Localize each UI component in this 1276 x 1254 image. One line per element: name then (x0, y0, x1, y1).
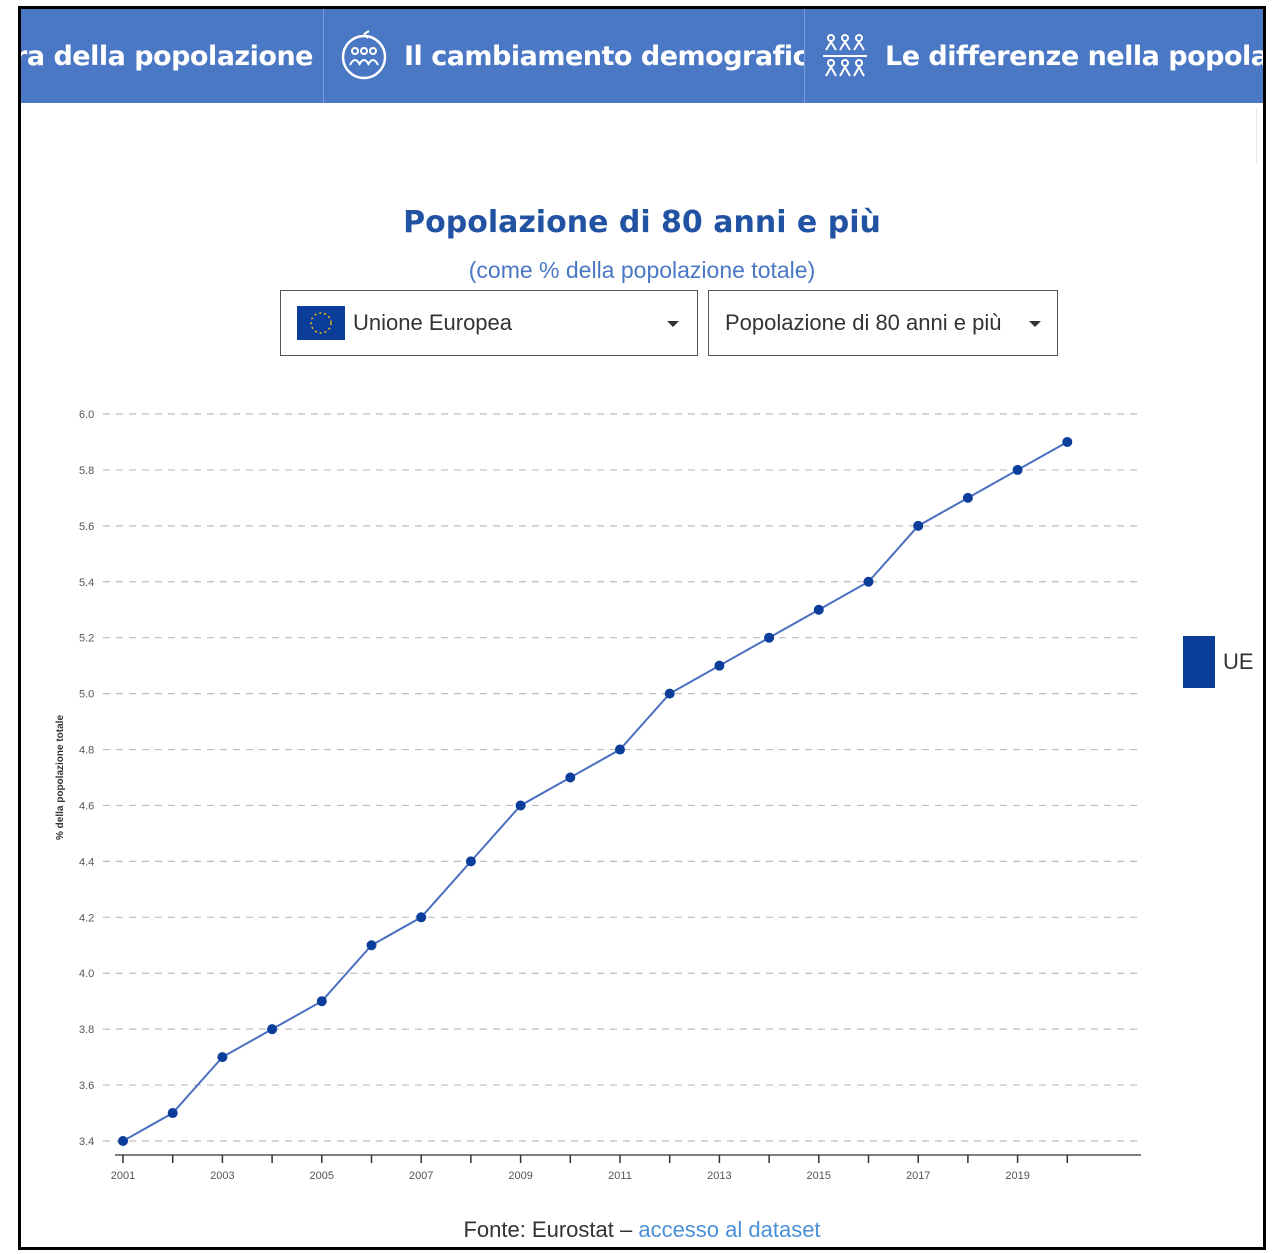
y-tick-label: 6.0 (79, 409, 94, 421)
y-tick-label: 3.4 (79, 1136, 94, 1148)
chevron-down-icon (667, 321, 679, 327)
data-point (118, 1136, 128, 1146)
y-tick-label: 4.2 (79, 912, 94, 924)
footer-source: Fonte: Eurostat – accesso al dataset (21, 1217, 1263, 1243)
y-tick-label: 4.8 (79, 745, 94, 757)
data-point (565, 772, 576, 783)
source-text: Fonte: Eurostat – (463, 1217, 633, 1242)
data-point (863, 576, 874, 587)
people-cycle-icon (341, 30, 387, 80)
x-tick-label: 2013 (707, 1170, 731, 1182)
data-point (813, 604, 824, 615)
indicator-select-label: Popolazione di 80 anni e più (725, 310, 1002, 335)
line-chart: 3.4 3.6 3.8 4.0 4.2 4.4 4.6 4.8 5.0 5.2 5.4 5.6 5.8 6… (55, 409, 1141, 1182)
dataset-link[interactable]: accesso al dataset (638, 1217, 821, 1242)
data-point (465, 856, 476, 867)
nav-item-label: Il cambiamento demografico (404, 40, 805, 72)
chevron-down-icon (1029, 321, 1041, 327)
scroll-edge (1256, 109, 1263, 163)
country-select-label: Unione Europea (353, 310, 513, 335)
data-point (1062, 436, 1073, 447)
data-point (267, 1024, 278, 1035)
country-select[interactable]: Unione Europea (280, 290, 698, 356)
legend-label: UE (1223, 649, 1254, 674)
data-point (664, 688, 675, 699)
x-tick-label: 2017 (906, 1170, 930, 1182)
nav-item-label: ura della popolazione (21, 40, 313, 72)
chart-title: Popolazione di 80 anni e più (403, 205, 881, 240)
y-tick-label: 4.0 (79, 968, 94, 980)
x-tick-label: 2007 (409, 1170, 433, 1182)
people-group-icon (823, 34, 867, 77)
data-point (913, 520, 924, 531)
y-tick-label: 3.6 (79, 1080, 94, 1092)
page-frame: ura della popolazione Il cambiamento dem… (18, 6, 1266, 1250)
legend: UE (1183, 636, 1254, 688)
y-tick-label: 5.8 (79, 465, 94, 477)
y-tick-label: 4.6 (79, 800, 94, 812)
y-tick-label: 3.8 (79, 1024, 94, 1036)
top-navigation: ura della popolazione Il cambiamento dem… (21, 9, 1263, 103)
x-tick-label: 2015 (807, 1170, 831, 1182)
x-tick-label: 2019 (1005, 1170, 1029, 1182)
x-tick-label: 2001 (111, 1170, 135, 1182)
data-point (167, 1108, 178, 1119)
x-tick-label: 2003 (210, 1170, 234, 1182)
y-axis-label: % della popolazione totale (55, 715, 66, 840)
nav-item-cambiamento[interactable]: Il cambiamento demografico (324, 9, 805, 103)
legend-swatch (1183, 636, 1215, 688)
series-line-ue (122, 441, 1068, 1142)
indicator-select[interactable]: Popolazione di 80 anni e più (708, 290, 1058, 356)
y-tick-label: 5.4 (79, 577, 94, 589)
data-point (764, 632, 775, 643)
nav-item-differenze[interactable]: Le differenze nella popolazione (805, 9, 1263, 103)
data-point (416, 912, 427, 923)
nav-item-struttura[interactable]: ura della popolazione (21, 9, 324, 103)
x-tick-label: 2005 (310, 1170, 334, 1182)
data-point (714, 660, 725, 671)
nav-item-label: Le differenze nella popolazione (885, 40, 1263, 72)
y-tick-label: 5.2 (79, 633, 94, 645)
data-point (1012, 464, 1023, 475)
x-tick-label: 2011 (608, 1170, 632, 1182)
eu-flag-icon (297, 306, 345, 340)
data-point (217, 1052, 228, 1063)
x-tick-label: 2009 (508, 1170, 532, 1182)
y-tick-label: 5.0 (79, 689, 94, 701)
chart-subtitle: (come % della popolazione totale) (468, 257, 816, 283)
data-point (615, 744, 625, 755)
data-point (316, 996, 327, 1007)
y-tick-label: 5.6 (79, 521, 94, 533)
data-point (515, 800, 526, 811)
data-point (366, 940, 377, 951)
y-tick-label: 4.4 (79, 856, 94, 868)
data-point (962, 492, 973, 503)
